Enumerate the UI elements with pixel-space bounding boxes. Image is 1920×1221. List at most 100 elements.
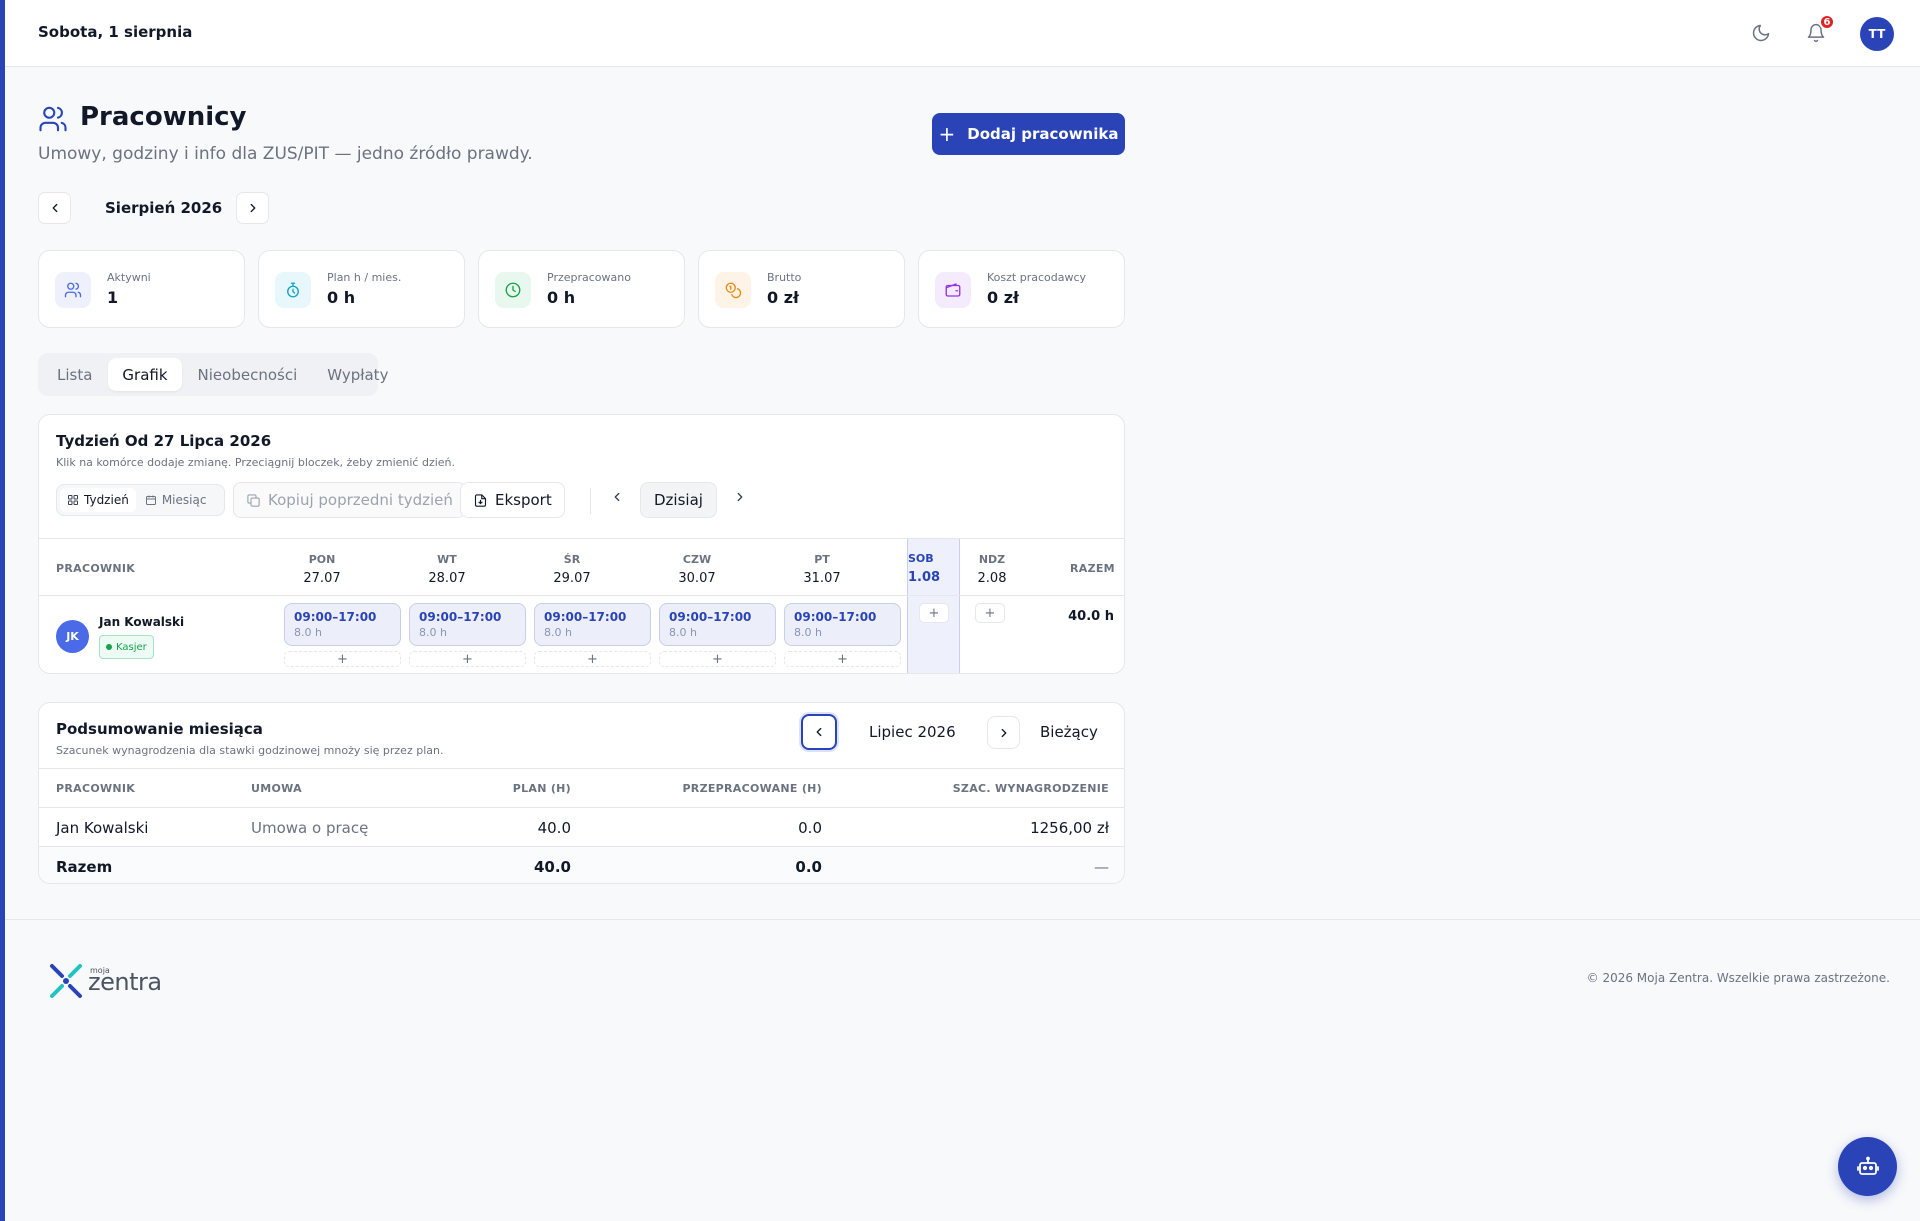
wallet-icon	[945, 283, 961, 297]
employee-role-badge: Kasjer	[99, 635, 154, 659]
day-date: 1.08	[908, 570, 941, 585]
employee-name[interactable]: Jan Kowalski	[99, 615, 185, 629]
stat-card-plan-hours: Plan h / mies. 0 h	[258, 250, 465, 328]
shift-time: 09:00–17:00	[669, 610, 752, 624]
tab-payouts[interactable]: Wypłaty	[327, 365, 389, 384]
tab-absences[interactable]: Nieobecności	[197, 365, 298, 384]
summary-table-header: PRACOWNIK UMOWA PLAN (H) PRZEPRACOWANE (…	[39, 768, 1124, 807]
plus-icon: +	[938, 122, 956, 146]
stat-card-worked: Przepracowano 0 h	[478, 250, 685, 328]
today-label: Dzisiaj	[654, 491, 703, 509]
stat-card-active: Aktywni 1	[38, 250, 245, 328]
stat-value: 0 h	[547, 288, 576, 307]
add-shift-wed[interactable]: +	[534, 651, 651, 667]
day-name: PON	[308, 553, 336, 566]
view-month-button[interactable]: Miesiąc	[138, 488, 214, 512]
day-fri: PT 31.07	[763, 539, 881, 597]
day-date: 30.07	[678, 571, 716, 586]
shift-hours: 8.0 h	[794, 626, 822, 639]
shift-block-fri[interactable]: 09:00–17:00 8.0 h	[784, 603, 901, 646]
add-shift-sat[interactable]: +	[919, 603, 949, 623]
table-total-row: Razem 40.0 0.0 —	[39, 846, 1124, 883]
stat-value: 0 zł	[767, 288, 799, 307]
prev-month-button[interactable]	[38, 192, 71, 224]
shift-time: 09:00–17:00	[294, 610, 377, 624]
dark-mode-toggle[interactable]	[1748, 20, 1774, 46]
notifications-button[interactable]: 6	[1803, 14, 1835, 46]
accent-bar	[0, 0, 5, 1221]
assistant-button[interactable]	[1838, 1137, 1897, 1196]
add-shift-fri[interactable]: +	[784, 651, 901, 667]
month-summary-card: Podsumowanie miesiąca Szacunek wynagrodz…	[38, 702, 1125, 884]
schedule-toolbar: Tydzień Miesiąc Kopiuj poprzedni tydzień…	[56, 482, 816, 520]
row-salary: 1256,00 zł	[1030, 818, 1109, 837]
month-label: Sierpień 2026	[105, 199, 223, 217]
day-name: CZW	[682, 553, 712, 566]
day-sun: NDZ 2.08	[967, 539, 1017, 597]
shift-block-wed[interactable]: 09:00–17:00 8.0 h	[534, 603, 651, 646]
view-month-label: Miesiąc	[161, 493, 207, 507]
shift-block-thu[interactable]: 09:00–17:00 8.0 h	[659, 603, 776, 646]
copy-previous-week-button[interactable]: Kopiuj poprzedni tydzień	[233, 482, 466, 518]
row-contract: Umowa o pracę	[251, 818, 369, 837]
tab-list[interactable]: Lista	[57, 365, 93, 384]
day-name: PT	[814, 553, 830, 566]
next-month-button[interactable]	[236, 192, 269, 224]
shift-hours: 8.0 h	[669, 626, 697, 639]
zentra-logo[interactable]: moja zentra	[48, 960, 162, 1000]
copy-icon	[247, 493, 260, 507]
schedule-grid-header: PRACOWNIK PON 27.07 WT 28.07 ŚR 29.07 CZ…	[39, 538, 1124, 597]
add-shift-sun[interactable]: +	[975, 603, 1005, 623]
schedule-title: Tydzień Od 27 Lipca 2026	[56, 432, 272, 450]
day-wed: ŚR 29.07	[513, 539, 631, 597]
stat-label: Brutto	[767, 271, 802, 284]
shift-hours: 8.0 h	[294, 626, 322, 639]
stat-label: Plan h / mies.	[327, 271, 402, 284]
header-salary: SZAC. WYNAGRODZENIE	[952, 782, 1109, 795]
add-shift-tue[interactable]: +	[409, 651, 526, 667]
today-column: SOB 1.08 +	[907, 538, 960, 673]
users-icon	[39, 106, 67, 132]
view-switch: Tydzień Miesiąc	[56, 484, 225, 516]
row-plan: 40.0	[537, 818, 571, 837]
stats-row: Aktywni 1 Plan h / mies. 0 h Przepracowa…	[38, 250, 1125, 328]
add-shift-thu[interactable]: +	[659, 651, 776, 667]
total-worked: 0.0	[795, 857, 822, 876]
today-button[interactable]: Dzisiaj	[640, 482, 717, 518]
day-thu: CZW 30.07	[638, 539, 756, 597]
day-name: WT	[437, 553, 457, 566]
day-mon: PON 27.07	[263, 539, 381, 597]
stat-label: Przepracowano	[547, 271, 631, 284]
export-label: Eksport	[495, 491, 552, 509]
table-row[interactable]: Jan Kowalski Umowa o pracę 40.0 0.0 1256…	[39, 807, 1124, 846]
day-name: SOB	[908, 552, 934, 565]
header-contract: UMOWA	[251, 782, 302, 795]
shift-time: 09:00–17:00	[419, 610, 502, 624]
add-employee-label: Dodaj pracownika	[967, 125, 1119, 143]
export-button[interactable]: Eksport	[460, 482, 565, 518]
status-dot	[106, 644, 112, 650]
employee-total-hours: 40.0 h	[1068, 609, 1114, 624]
add-shift-mon[interactable]: +	[284, 651, 401, 667]
page-header: Pracownicy Umowy, godziny i info dla ZUS…	[38, 102, 1125, 172]
stat-icon-box	[275, 272, 311, 308]
users-icon	[64, 282, 82, 298]
summary-prev-month-button[interactable]	[801, 714, 837, 750]
summary-current-button[interactable]: Bieżący	[1040, 723, 1098, 741]
toolbar-divider	[590, 488, 591, 514]
add-employee-button[interactable]: + Dodaj pracownika	[932, 113, 1125, 155]
month-navigation: Sierpień 2026	[38, 192, 298, 224]
shift-block-mon[interactable]: 09:00–17:00 8.0 h	[284, 603, 401, 646]
view-tabs: Lista Grafik Nieobecności Wypłaty	[38, 353, 388, 396]
shift-block-tue[interactable]: 09:00–17:00 8.0 h	[409, 603, 526, 646]
tab-schedule[interactable]: Grafik	[108, 358, 182, 391]
next-week-button[interactable]	[733, 489, 747, 508]
view-week-button[interactable]: Tydzień	[60, 488, 136, 512]
stat-value: 0 zł	[987, 288, 1019, 307]
prev-week-button[interactable]	[610, 489, 624, 508]
logo-small-text: moja	[90, 966, 110, 975]
summary-next-month-button[interactable]	[987, 716, 1020, 749]
user-avatar[interactable]: TT	[1860, 17, 1894, 51]
file-export-icon	[474, 493, 487, 507]
day-date: 29.07	[553, 571, 591, 586]
